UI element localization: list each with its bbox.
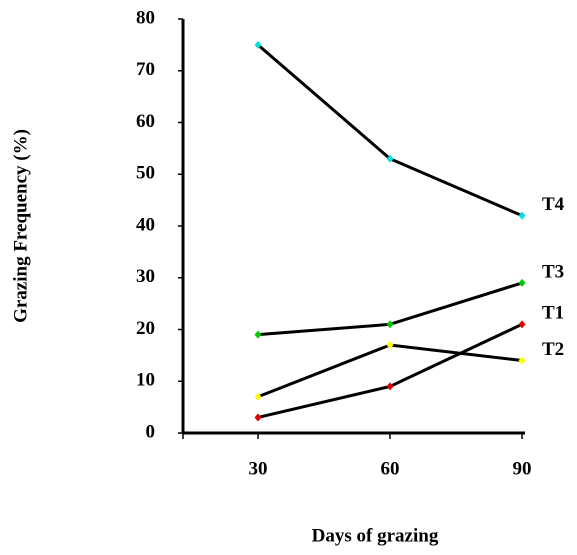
x-axis-title: Days of grazing <box>312 525 439 546</box>
series-label: T3 <box>542 261 564 282</box>
marker <box>254 330 262 339</box>
x-tick-label: 60 <box>381 458 400 479</box>
marker <box>518 278 526 287</box>
y-tick-label: 30 <box>136 266 155 287</box>
series-label: T2 <box>542 339 564 360</box>
marker <box>518 356 526 365</box>
marker <box>254 392 262 401</box>
marker <box>386 382 394 391</box>
marker <box>386 341 394 350</box>
y-tick-label: 50 <box>136 163 155 184</box>
marker <box>518 320 526 329</box>
y-axis-title: Grazing Frequency (%) <box>10 129 31 323</box>
marker <box>518 211 526 220</box>
y-tick-label: 70 <box>136 59 155 80</box>
series-line <box>257 43 523 218</box>
x-tick-label: 30 <box>249 458 268 479</box>
marker <box>254 40 262 49</box>
y-tick-label: 0 <box>146 421 156 442</box>
y-tick-label: 10 <box>136 370 155 391</box>
y-tick-label: 80 <box>136 7 155 28</box>
marker <box>254 413 262 422</box>
marker <box>386 154 394 163</box>
series-label: T1 <box>542 303 564 324</box>
y-tick-label: 60 <box>136 111 155 132</box>
marker <box>386 320 394 329</box>
series-line <box>257 322 523 419</box>
y-tick-label: 20 <box>136 318 155 339</box>
y-tick-label: 40 <box>136 214 155 235</box>
series-label: T4 <box>542 194 565 215</box>
x-tick-label: 90 <box>513 458 532 479</box>
